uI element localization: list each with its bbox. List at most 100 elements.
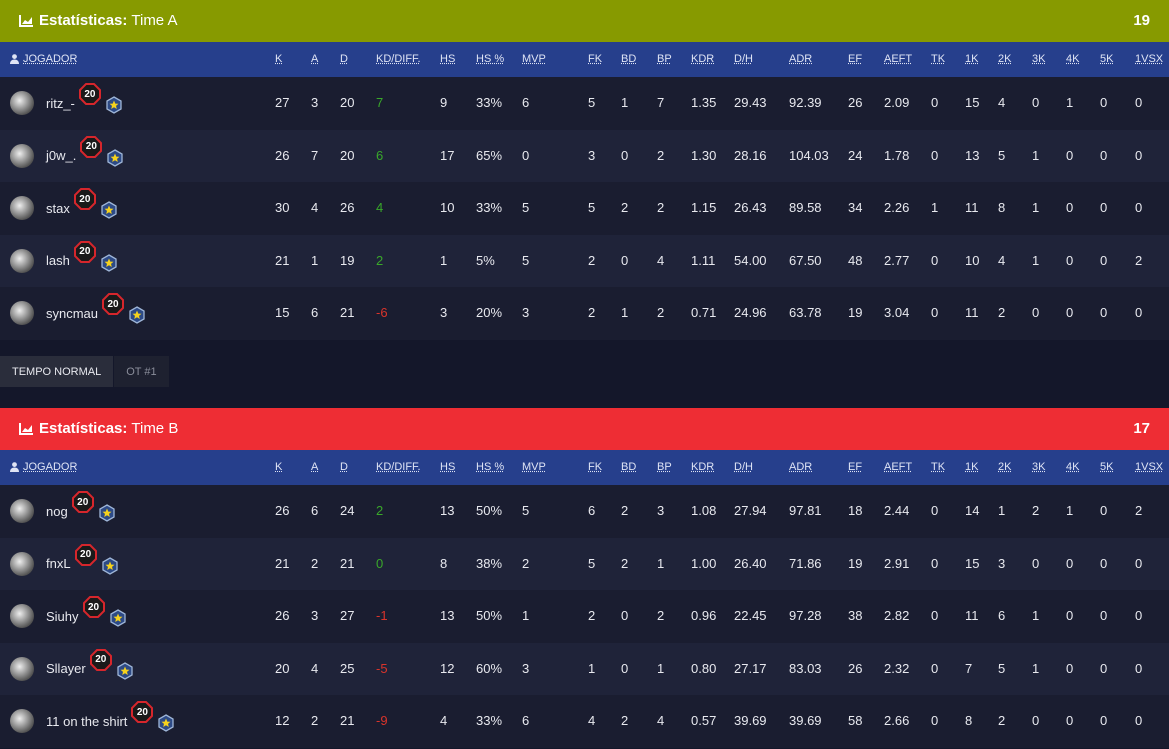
stat-cell: 97.81 [789,503,822,518]
column-header[interactable]: MVP [522,461,546,473]
stat-cell: 97.28 [789,608,822,624]
column-header[interactable]: 2K [998,461,1012,473]
column-header-label[interactable]: JOGADOR [23,461,78,473]
column-header[interactable]: 1VSX [1135,53,1164,65]
column-header[interactable]: ADR [789,461,813,473]
column-header[interactable]: 1VSX [1135,461,1164,473]
player-name[interactable]: syncmau [46,305,99,321]
level-text: 20 [95,654,107,666]
stat-cell: 0 [1032,305,1040,321]
column-header[interactable]: HS % [476,53,505,65]
column-header[interactable]: AEFT [884,53,913,65]
column-header[interactable]: BD [621,461,637,473]
stat-cell: 0 [621,252,629,268]
column-header[interactable]: AEFT [884,461,913,473]
column-header[interactable]: K [275,53,283,65]
stat-cell: 0 [1135,200,1143,216]
column-header[interactable]: HS % [476,461,505,473]
tab[interactable]: OT #1 [113,356,169,387]
column-header[interactable]: 5K [1100,53,1114,65]
stat-cell: 33% [476,713,503,729]
column-header[interactable]: TK [931,53,946,65]
column-header[interactable]: EF [848,53,863,65]
stat-cell: 26 [275,147,290,163]
level-text: 20 [136,706,148,718]
stat-cell: 6 [522,713,530,729]
player-name[interactable]: Siuhy [46,608,79,624]
player-name[interactable]: ritz_- [46,95,75,111]
stat-cell: 2 [998,305,1006,321]
column-header[interactable]: HS [440,53,456,65]
stat-cell: 3 [522,305,530,321]
stat-cell: 21 [340,555,355,571]
stat-cell: 0 [1032,95,1040,110]
column-header[interactable]: TK [931,461,946,473]
column-header[interactable]: 4K [1066,461,1080,473]
stat-cell: 5 [522,200,530,216]
column-header[interactable]: ADR [789,53,813,65]
column-header[interactable]: EF [848,461,863,473]
team-header: Estatísticas: Time B 17 [0,408,1169,450]
column-header[interactable]: KD/DIFF. [376,461,421,473]
stat-cell: 0 [931,555,939,571]
stat-cell: 21 [275,555,290,571]
stat-cell: 26.43 [734,200,767,216]
column-header[interactable]: FK [588,461,603,473]
stat-cell: 2 [1135,503,1143,518]
stat-cell: 3 [522,660,530,676]
stat-cell: 2 [621,503,629,518]
column-header[interactable]: D/H [734,461,753,473]
column-header[interactable]: 4K [1066,53,1080,65]
column-header[interactable]: HS [440,461,456,473]
column-header[interactable]: A [311,53,319,65]
stat-cell: 0 [1100,95,1108,110]
column-header[interactable]: D [340,53,348,65]
column-header-label[interactable]: JOGADOR [23,53,78,65]
stat-cell: 67.50 [789,252,822,268]
player-name[interactable]: 11 on the shirt [46,713,128,729]
rank-badge [105,96,123,114]
column-header[interactable]: D [340,461,348,473]
tab[interactable]: TEMPO NORMAL [0,356,114,387]
stat-cell: 6 [522,95,530,110]
stat-cell: 2.82 [884,608,910,624]
stat-cell: 10 [440,200,455,216]
stat-cell: 0 [1100,713,1108,729]
column-header[interactable]: BP [657,53,672,65]
stat-cell: 0 [522,147,530,163]
column-header[interactable]: 5K [1100,461,1114,473]
player-name[interactable]: Sllayer [46,661,86,677]
stat-cell: 12 [275,713,290,729]
stat-cell: -6 [376,305,388,321]
stat-cell: 27 [340,608,355,624]
column-header[interactable]: D/H [734,53,753,65]
column-header[interactable]: 3K [1032,53,1046,65]
user-icon [10,54,19,64]
column-header[interactable]: BP [657,461,672,473]
column-header[interactable]: FK [588,53,603,65]
stat-cell: 13 [965,147,980,163]
stat-cell: 0 [931,147,939,163]
player-name[interactable]: stax [46,200,70,216]
column-header[interactable]: K [275,461,283,473]
player-name[interactable]: fnxL [46,556,71,572]
avatar [10,656,34,681]
player-name[interactable]: lash [46,253,70,269]
column-header[interactable]: 1K [965,461,979,473]
column-header[interactable]: A [311,461,319,473]
column-header[interactable]: BD [621,53,637,65]
player-name[interactable]: j0w_. [46,148,77,164]
stat-cell: 22.45 [734,608,767,624]
player-cell: fnxL 20 [10,538,119,590]
column-header[interactable]: 2K [998,53,1012,65]
column-header[interactable]: MVP [522,53,546,65]
player-name[interactable]: nog [46,503,68,519]
column-header[interactable]: KDR [691,53,715,65]
stat-cell: 20 [340,147,355,163]
column-header[interactable]: KD/DIFF. [376,53,421,65]
stat-cell: 1 [522,608,530,624]
stat-cell: 0.71 [691,305,717,321]
column-header[interactable]: 1K [965,53,979,65]
column-header[interactable]: 3K [1032,461,1046,473]
column-header[interactable]: KDR [691,461,715,473]
